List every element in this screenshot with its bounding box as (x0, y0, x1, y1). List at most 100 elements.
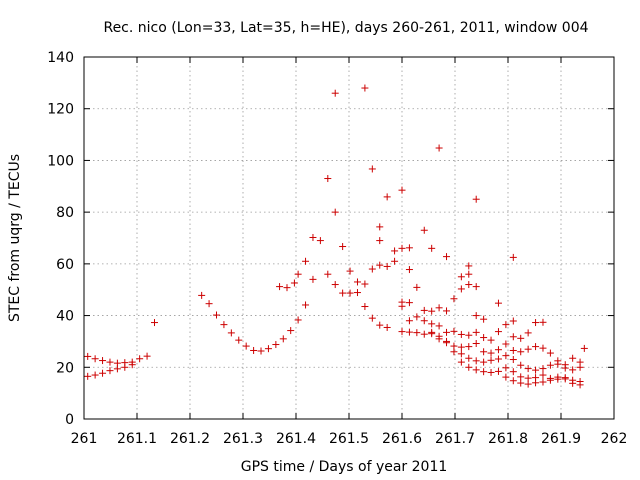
data-point (465, 354, 473, 362)
data-point (309, 233, 317, 241)
data-point (420, 226, 428, 234)
data-point (368, 165, 376, 173)
data-point (524, 374, 532, 382)
data-point (420, 330, 428, 338)
data-point (480, 358, 488, 366)
data-point (480, 334, 488, 342)
y-tick-label: 100 (47, 153, 74, 169)
data-point (457, 358, 465, 366)
data-point (339, 289, 347, 297)
data-point (457, 343, 465, 351)
chart-title: Rec. nico (Lon=33, Lat=35, h=HE), days 2… (103, 20, 588, 36)
data-point (509, 333, 517, 341)
data-point (494, 355, 502, 363)
data-point (398, 328, 406, 336)
data-point (465, 343, 473, 351)
data-point (524, 329, 532, 337)
x-tick-label: 261.8 (488, 431, 528, 447)
data-point (465, 331, 473, 339)
data-point (331, 281, 339, 289)
data-point (472, 328, 480, 336)
data-point (113, 365, 121, 373)
data-point (368, 265, 376, 273)
data-point (576, 363, 584, 371)
data-point (472, 339, 480, 347)
data-point (99, 357, 107, 365)
data-point (450, 295, 458, 303)
data-point (420, 317, 428, 325)
data-point (457, 350, 465, 358)
data-point (472, 283, 480, 291)
data-point (398, 186, 406, 194)
data-point (84, 352, 92, 360)
data-point (331, 89, 339, 97)
data-point (524, 345, 532, 353)
data-point (106, 367, 114, 375)
data-point (391, 247, 399, 255)
data-point (198, 291, 206, 299)
data-point (84, 372, 92, 380)
data-point (413, 283, 421, 291)
data-point (302, 257, 310, 265)
data-point (509, 317, 517, 325)
data-point (509, 368, 517, 376)
data-point (391, 257, 399, 265)
data-point (539, 344, 547, 352)
data-point (428, 320, 436, 328)
data-point (376, 321, 384, 329)
plot-frame (83, 56, 615, 420)
data-point (294, 316, 302, 324)
data-point (465, 363, 473, 371)
data-point (457, 330, 465, 338)
y-tick-label: 140 (47, 50, 74, 66)
x-tick-label: 261.9 (541, 431, 581, 447)
data-point (465, 281, 473, 289)
data-point (99, 369, 107, 377)
data-point (398, 244, 406, 252)
data-point (205, 300, 213, 308)
data-point (361, 84, 369, 92)
y-axis-label: STEC from uqrg / TECUs (7, 154, 23, 322)
data-point (539, 318, 547, 326)
data-point (435, 335, 443, 343)
data-point (106, 358, 114, 366)
data-point (487, 349, 495, 357)
data-point (353, 278, 361, 286)
y-tick-label: 0 (65, 412, 74, 428)
data-point (361, 280, 369, 288)
data-point (143, 352, 151, 360)
data-point (257, 347, 265, 355)
data-point (580, 344, 588, 352)
data-point (494, 328, 502, 336)
y-tick-label: 80 (56, 205, 74, 221)
data-point (405, 266, 413, 274)
data-point (235, 336, 243, 344)
data-point (250, 346, 258, 354)
data-point (569, 379, 577, 387)
x-tick-label: 261.2 (170, 431, 210, 447)
x-axis-label: GPS time / Days of year 2011 (241, 459, 448, 475)
data-point (287, 327, 295, 335)
x-tick-label: 262 (601, 431, 628, 447)
data-point (517, 348, 525, 356)
data-point (435, 322, 443, 330)
data-point (346, 289, 354, 297)
data-point (450, 348, 458, 356)
data-point (383, 323, 391, 331)
data-point (532, 366, 540, 374)
data-point (435, 144, 443, 152)
data-point (383, 193, 391, 201)
data-point (136, 355, 144, 363)
data-point (220, 321, 228, 329)
data-point (480, 368, 488, 376)
data-point (509, 253, 517, 261)
x-tick-label: 261.4 (276, 431, 316, 447)
data-point (546, 376, 554, 384)
data-point (398, 302, 406, 310)
data-point (302, 301, 310, 309)
data-point (465, 262, 473, 270)
data-point (279, 335, 287, 343)
data-point (272, 341, 280, 349)
data-point (546, 349, 554, 357)
